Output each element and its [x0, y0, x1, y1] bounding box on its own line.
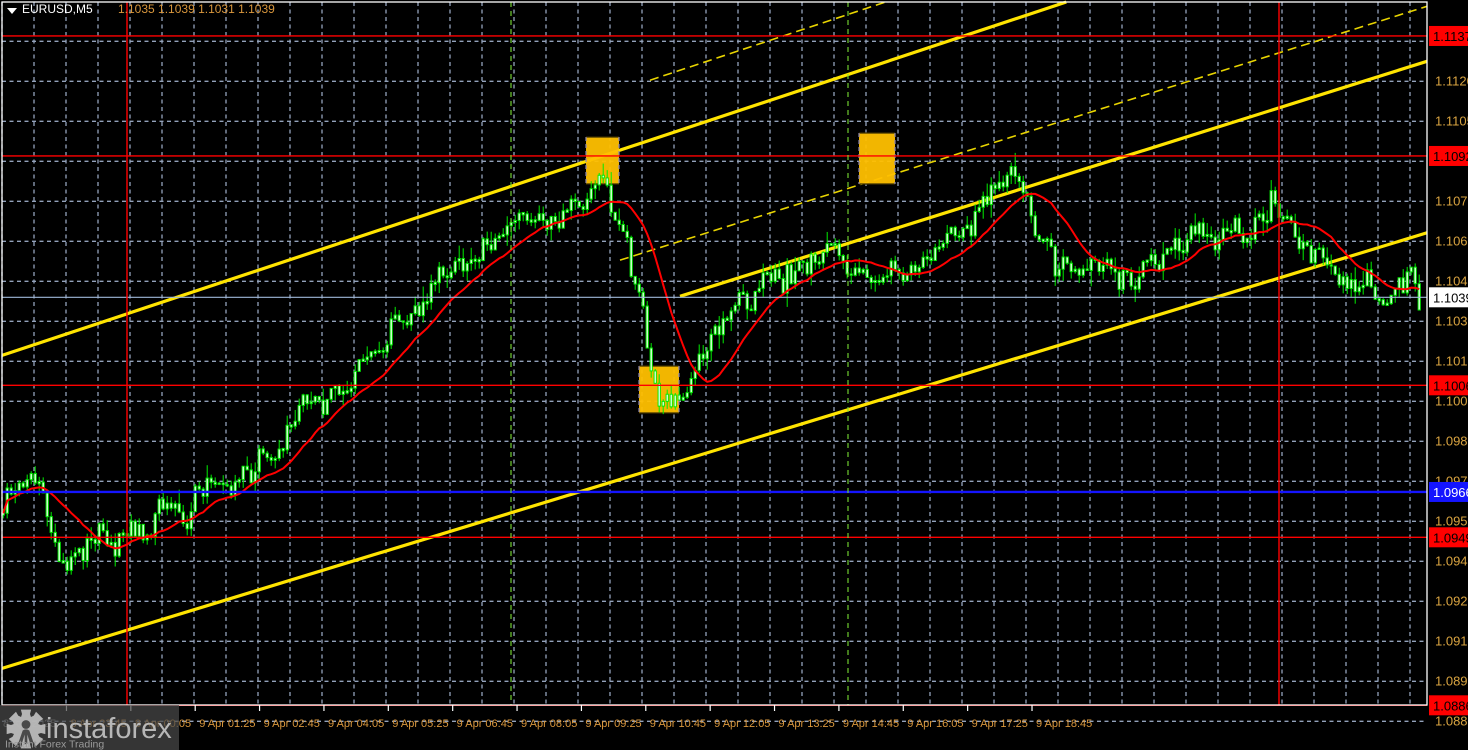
svg-text:9 Apr 17:25: 9 Apr 17:25	[972, 718, 1028, 730]
svg-text:1.1030: 1.1030	[1435, 313, 1468, 328]
svg-text:1.0940: 1.0940	[1435, 553, 1468, 568]
svg-text:1.1137: 1.1137	[1433, 29, 1468, 44]
svg-text:9 Apr 10:45: 9 Apr 10:45	[650, 718, 706, 730]
svg-text:1.0925: 1.0925	[1435, 593, 1468, 608]
svg-text:9 Apr 04:05: 9 Apr 04:05	[328, 718, 384, 730]
svg-text:1.0895: 1.0895	[1435, 673, 1468, 688]
svg-text:1.0949: 1.0949	[1433, 530, 1468, 545]
svg-text:9 Apr 02:45: 9 Apr 02:45	[264, 718, 320, 730]
svg-text:9 Apr 01:25: 9 Apr 01:25	[199, 718, 255, 730]
svg-text:1.0886: 1.0886	[1433, 698, 1468, 713]
svg-text:1.0966: 1.0966	[1433, 485, 1468, 500]
svg-text:9 Apr 16:05: 9 Apr 16:05	[907, 718, 963, 730]
svg-text:9 Apr 06:45: 9 Apr 06:45	[457, 718, 513, 730]
svg-text:Instant Forex Trading: Instant Forex Trading	[5, 739, 104, 750]
svg-text:1.1000: 1.1000	[1435, 393, 1468, 408]
svg-text:1.0985: 1.0985	[1435, 433, 1468, 448]
svg-text:1.1075: 1.1075	[1435, 193, 1468, 208]
svg-text:1.0910: 1.0910	[1435, 633, 1468, 648]
svg-text:9 Apr 13:25: 9 Apr 13:25	[779, 718, 835, 730]
svg-text:9 Apr 05:25: 9 Apr 05:25	[392, 718, 448, 730]
svg-text:1.1045: 1.1045	[1435, 273, 1468, 288]
svg-text:9 Apr 09:25: 9 Apr 09:25	[585, 718, 641, 730]
svg-text:9 Apr 12:05: 9 Apr 12:05	[714, 718, 770, 730]
svg-text:1.1105: 1.1105	[1435, 113, 1468, 128]
svg-text:9 Apr 08:05: 9 Apr 08:05	[521, 718, 577, 730]
svg-text:1.1039: 1.1039	[1433, 290, 1468, 305]
svg-text:EURUSD,M5: EURUSD,M5	[22, 2, 93, 16]
svg-text:1.1060: 1.1060	[1435, 233, 1468, 248]
svg-text:1.0880: 1.0880	[1435, 713, 1468, 728]
svg-text:1.1035 1.1039 1.1031 1.1039: 1.1035 1.1039 1.1031 1.1039	[118, 2, 275, 16]
svg-text:9 Apr 18:45: 9 Apr 18:45	[1036, 718, 1092, 730]
svg-text:1.1015: 1.1015	[1435, 353, 1468, 368]
svg-text:9 Apr 14:45: 9 Apr 14:45	[843, 718, 899, 730]
svg-text:1.1120: 1.1120	[1435, 73, 1468, 88]
svg-text:1.0955: 1.0955	[1435, 513, 1468, 528]
svg-text:1.1092: 1.1092	[1433, 149, 1468, 164]
svg-text:1.1006: 1.1006	[1433, 378, 1468, 393]
